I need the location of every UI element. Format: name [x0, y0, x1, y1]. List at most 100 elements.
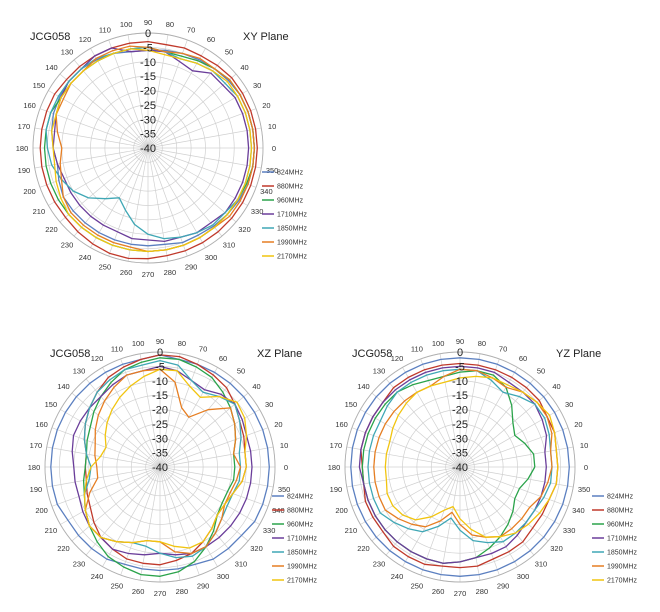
- grid-spoke: [59, 147, 149, 223]
- angle-tick-label: 240: [79, 253, 92, 262]
- grid-spoke: [459, 358, 500, 468]
- grid-spoke: [34, 127, 149, 149]
- angle-tick-label: 150: [33, 81, 46, 90]
- grid-spoke: [459, 466, 500, 576]
- radial-tick-label: 0: [145, 28, 151, 40]
- radial-tick-label: -35: [152, 448, 168, 460]
- legend-entry: 960MHz: [277, 198, 304, 205]
- grid-spoke: [159, 409, 260, 468]
- angle-tick-label: 30: [265, 400, 273, 409]
- grid-spoke: [147, 90, 248, 149]
- grid-spoke: [159, 466, 260, 525]
- grid-spoke: [402, 367, 461, 468]
- angle-tick-label: 320: [238, 225, 251, 234]
- grid-spoke: [147, 147, 206, 248]
- legend: 824MHz 880MHz 960MHz 1710MHz 1850MHz 1990MHz 2…: [262, 170, 307, 261]
- angle-tick-label: 80: [178, 339, 186, 348]
- grid-spoke: [46, 446, 161, 468]
- grid-spoke: [147, 147, 262, 169]
- grid-spoke: [120, 358, 161, 468]
- angle-tick-label: 80: [478, 339, 486, 348]
- angle-tick-label: 10: [268, 122, 276, 131]
- angle-tick-label: 160: [35, 420, 48, 429]
- angle-tick-label: 140: [57, 382, 70, 391]
- radial-tick-label: -35: [140, 129, 156, 141]
- legend-entry: 824MHz: [277, 170, 304, 177]
- grid-spoke: [159, 466, 181, 581]
- grid-spoke: [159, 353, 181, 468]
- radial-tick-label: -10: [152, 376, 168, 388]
- angle-tick-label: 270: [154, 589, 167, 598]
- grid-spoke: [385, 466, 461, 556]
- angle-tick-label: 310: [223, 241, 236, 250]
- radial-tick-label: -25: [452, 419, 468, 431]
- grid-spoke: [39, 147, 149, 188]
- grid-spoke: [385, 378, 461, 468]
- angle-tick-label: 170: [30, 441, 43, 450]
- plane-title: XY Plane: [243, 31, 289, 43]
- grid-spoke: [420, 358, 461, 468]
- grid-spoke: [147, 147, 169, 262]
- angle-tick-label: 20: [274, 420, 282, 429]
- legend-entry: 1850MHz: [287, 550, 317, 557]
- angle-tick-label: 220: [57, 544, 70, 553]
- polar-chart-2: 0 -5 -10 -15 -20 -25 -30 -35 -40 0 10 20 30 40 50 60 70 8…: [28, 337, 318, 598]
- angle-tick-label: 0: [584, 463, 588, 472]
- angle-tick-label: 40: [252, 382, 260, 391]
- grid-spoke: [147, 48, 206, 149]
- grid-spoke: [360, 466, 461, 525]
- radial-tick-label: -20: [152, 405, 168, 417]
- legend-entry: 1850MHz: [277, 226, 307, 233]
- angle-tick-label: 300: [517, 572, 530, 581]
- radial-tick-label: -5: [143, 42, 153, 54]
- grid-spoke: [147, 127, 262, 149]
- angle-tick-label: 30: [253, 81, 261, 90]
- radial-tick-label: -5: [455, 361, 465, 373]
- angle-tick-label: 120: [391, 354, 404, 363]
- grid-spoke: [108, 147, 149, 257]
- angle-tick-label: 50: [225, 47, 233, 56]
- angle-tick-label: 190: [330, 485, 343, 494]
- radial-tick-label: -20: [452, 405, 468, 417]
- radial-tick-label: 0: [157, 347, 163, 359]
- angle-tick-label: 90: [144, 18, 152, 27]
- angle-tick-label: 230: [373, 560, 386, 569]
- angle-tick-label: 340: [572, 506, 585, 515]
- angle-tick-label: 210: [45, 526, 58, 535]
- radial-tick-label: -20: [140, 86, 156, 98]
- angle-tick-label: 10: [280, 441, 288, 450]
- angle-tick-label: 180: [328, 463, 341, 472]
- angle-tick-label: 0: [284, 463, 288, 472]
- grid-spoke: [102, 466, 161, 567]
- product-label: JCG058: [50, 348, 90, 360]
- grid-spoke: [159, 466, 274, 488]
- angle-tick-label: 120: [79, 35, 92, 44]
- angle-tick-label: 170: [18, 122, 31, 131]
- angle-tick-label: 260: [120, 268, 133, 277]
- grid-spoke: [459, 446, 574, 468]
- series-line-1710MHz: [358, 365, 548, 564]
- radial-tick-label: -40: [152, 462, 168, 474]
- grid-spoke: [371, 466, 461, 542]
- grid-spoke: [73, 59, 149, 149]
- angle-tick-label: 70: [187, 26, 195, 35]
- radial-tick-label: -40: [452, 462, 468, 474]
- angle-tick-label: 50: [237, 366, 245, 375]
- angle-tick-label: 50: [537, 366, 545, 375]
- grid-spoke: [60, 409, 161, 468]
- angle-tick-label: 220: [45, 225, 58, 234]
- legend-entry: 1990MHz: [607, 564, 637, 571]
- angle-tick-label: 350: [266, 166, 279, 175]
- angle-tick-label: 110: [411, 345, 423, 354]
- angle-tick-label: 330: [263, 526, 276, 535]
- grid-spoke: [127, 147, 149, 262]
- angle-tick-label: 280: [476, 587, 489, 596]
- legend-entry: 880MHz: [607, 508, 634, 515]
- grid-spoke: [147, 147, 237, 223]
- grid-spoke: [159, 466, 269, 507]
- angle-tick-label: 210: [345, 526, 358, 535]
- angle-tick-label: 200: [335, 506, 348, 515]
